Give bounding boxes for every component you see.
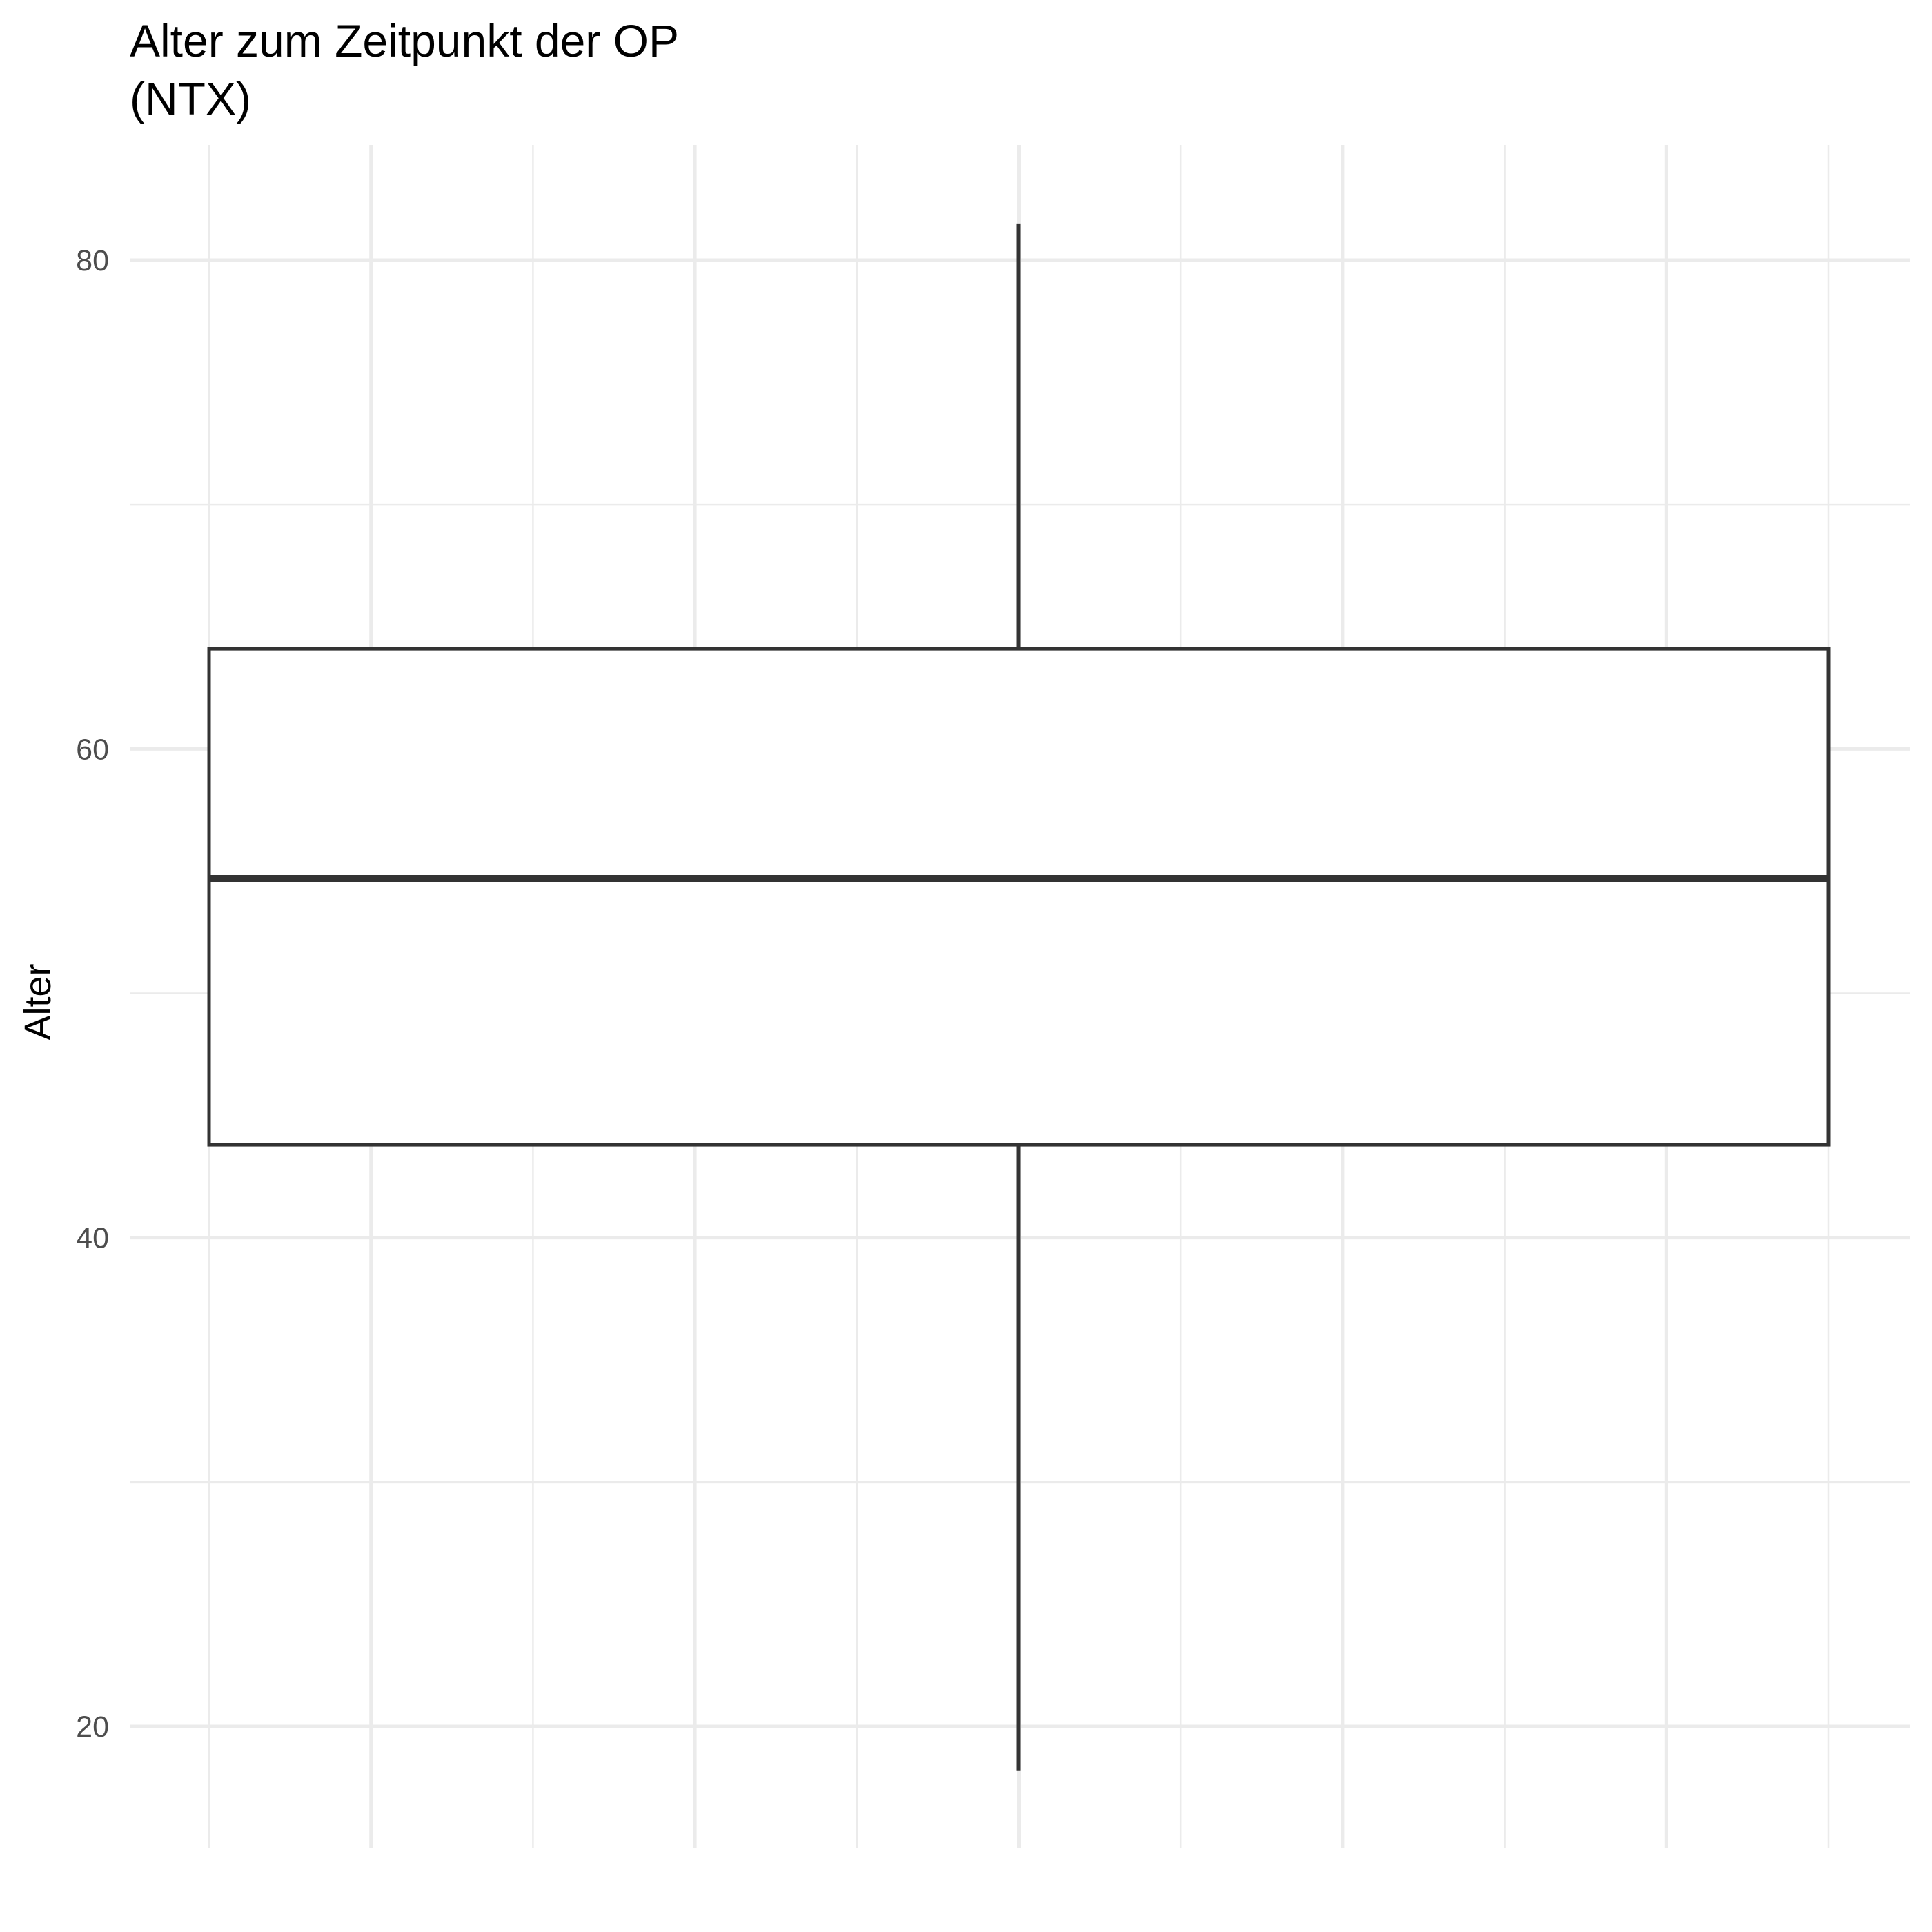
box-iqr	[207, 647, 1831, 1147]
y-tick-label: 20	[76, 1711, 109, 1744]
chart-subtitle: (NTX)	[130, 73, 251, 124]
y-tick-label: 60	[76, 733, 109, 766]
y-axis-label: Alter	[17, 963, 59, 1040]
y-tick-label: 80	[76, 244, 109, 277]
y-axis-ticks: 20 40 60 80	[76, 244, 109, 1744]
boxplot	[207, 223, 1831, 1771]
chart-title: Alter zum Zeitpunkt der OP	[130, 15, 679, 66]
y-tick-label: 40	[76, 1222, 109, 1255]
